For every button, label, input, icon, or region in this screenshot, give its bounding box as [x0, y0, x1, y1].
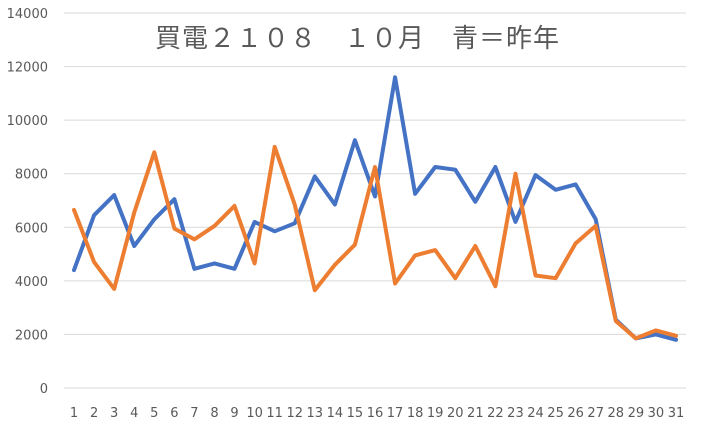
x-tick-label: 27	[587, 406, 604, 421]
x-tick-label: 15	[347, 406, 364, 421]
x-tick-label: 7	[190, 406, 198, 421]
x-tick-label: 13	[307, 406, 324, 421]
y-tick-label: 8000	[15, 168, 48, 183]
x-tick-label: 5	[150, 406, 158, 421]
y-tick-label: 2000	[15, 328, 48, 343]
y-tick-label: 14000	[7, 7, 48, 22]
x-tick-label: 29	[628, 406, 645, 421]
x-tick-label: 25	[547, 406, 564, 421]
x-tick-label: 9	[230, 406, 238, 421]
x-tick-label: 18	[407, 406, 424, 421]
x-tick-label: 22	[487, 406, 504, 421]
x-tick-label: 1	[70, 406, 78, 421]
x-tick-label: 12	[286, 406, 303, 421]
x-tick-label: 31	[668, 406, 685, 421]
x-tick-label: 11	[266, 406, 283, 421]
x-tick-label: 28	[608, 406, 625, 421]
series-line-1	[72, 75, 678, 342]
x-tick-label: 30	[648, 406, 665, 421]
y-tick-label: 12000	[7, 61, 48, 76]
x-tick-label: 3	[110, 406, 118, 421]
y-tick-label: 0	[40, 382, 48, 397]
y-tick-label: 4000	[15, 275, 48, 290]
series-line-2	[72, 144, 678, 341]
y-tick-label: 6000	[15, 221, 48, 236]
x-tick-label: 24	[527, 406, 544, 421]
x-tick-label: 4	[130, 406, 138, 421]
x-tick-label: 17	[387, 406, 404, 421]
x-tick-label: 19	[427, 406, 444, 421]
x-tick-label: 6	[170, 406, 178, 421]
chart-title: 買電２１０８ １０月 青＝昨年	[154, 24, 560, 54]
x-tick-label: 16	[367, 406, 384, 421]
x-tick-label: 14	[327, 406, 344, 421]
x-tick-label: 26	[567, 406, 584, 421]
x-tick-label: 10	[246, 406, 263, 421]
x-tick-label: 21	[467, 406, 484, 421]
y-tick-label: 10000	[7, 114, 48, 129]
x-tick-label: 2	[90, 406, 98, 421]
x-tick-label: 23	[507, 406, 524, 421]
x-tick-label: 20	[447, 406, 464, 421]
x-tick-label: 8	[210, 406, 218, 421]
